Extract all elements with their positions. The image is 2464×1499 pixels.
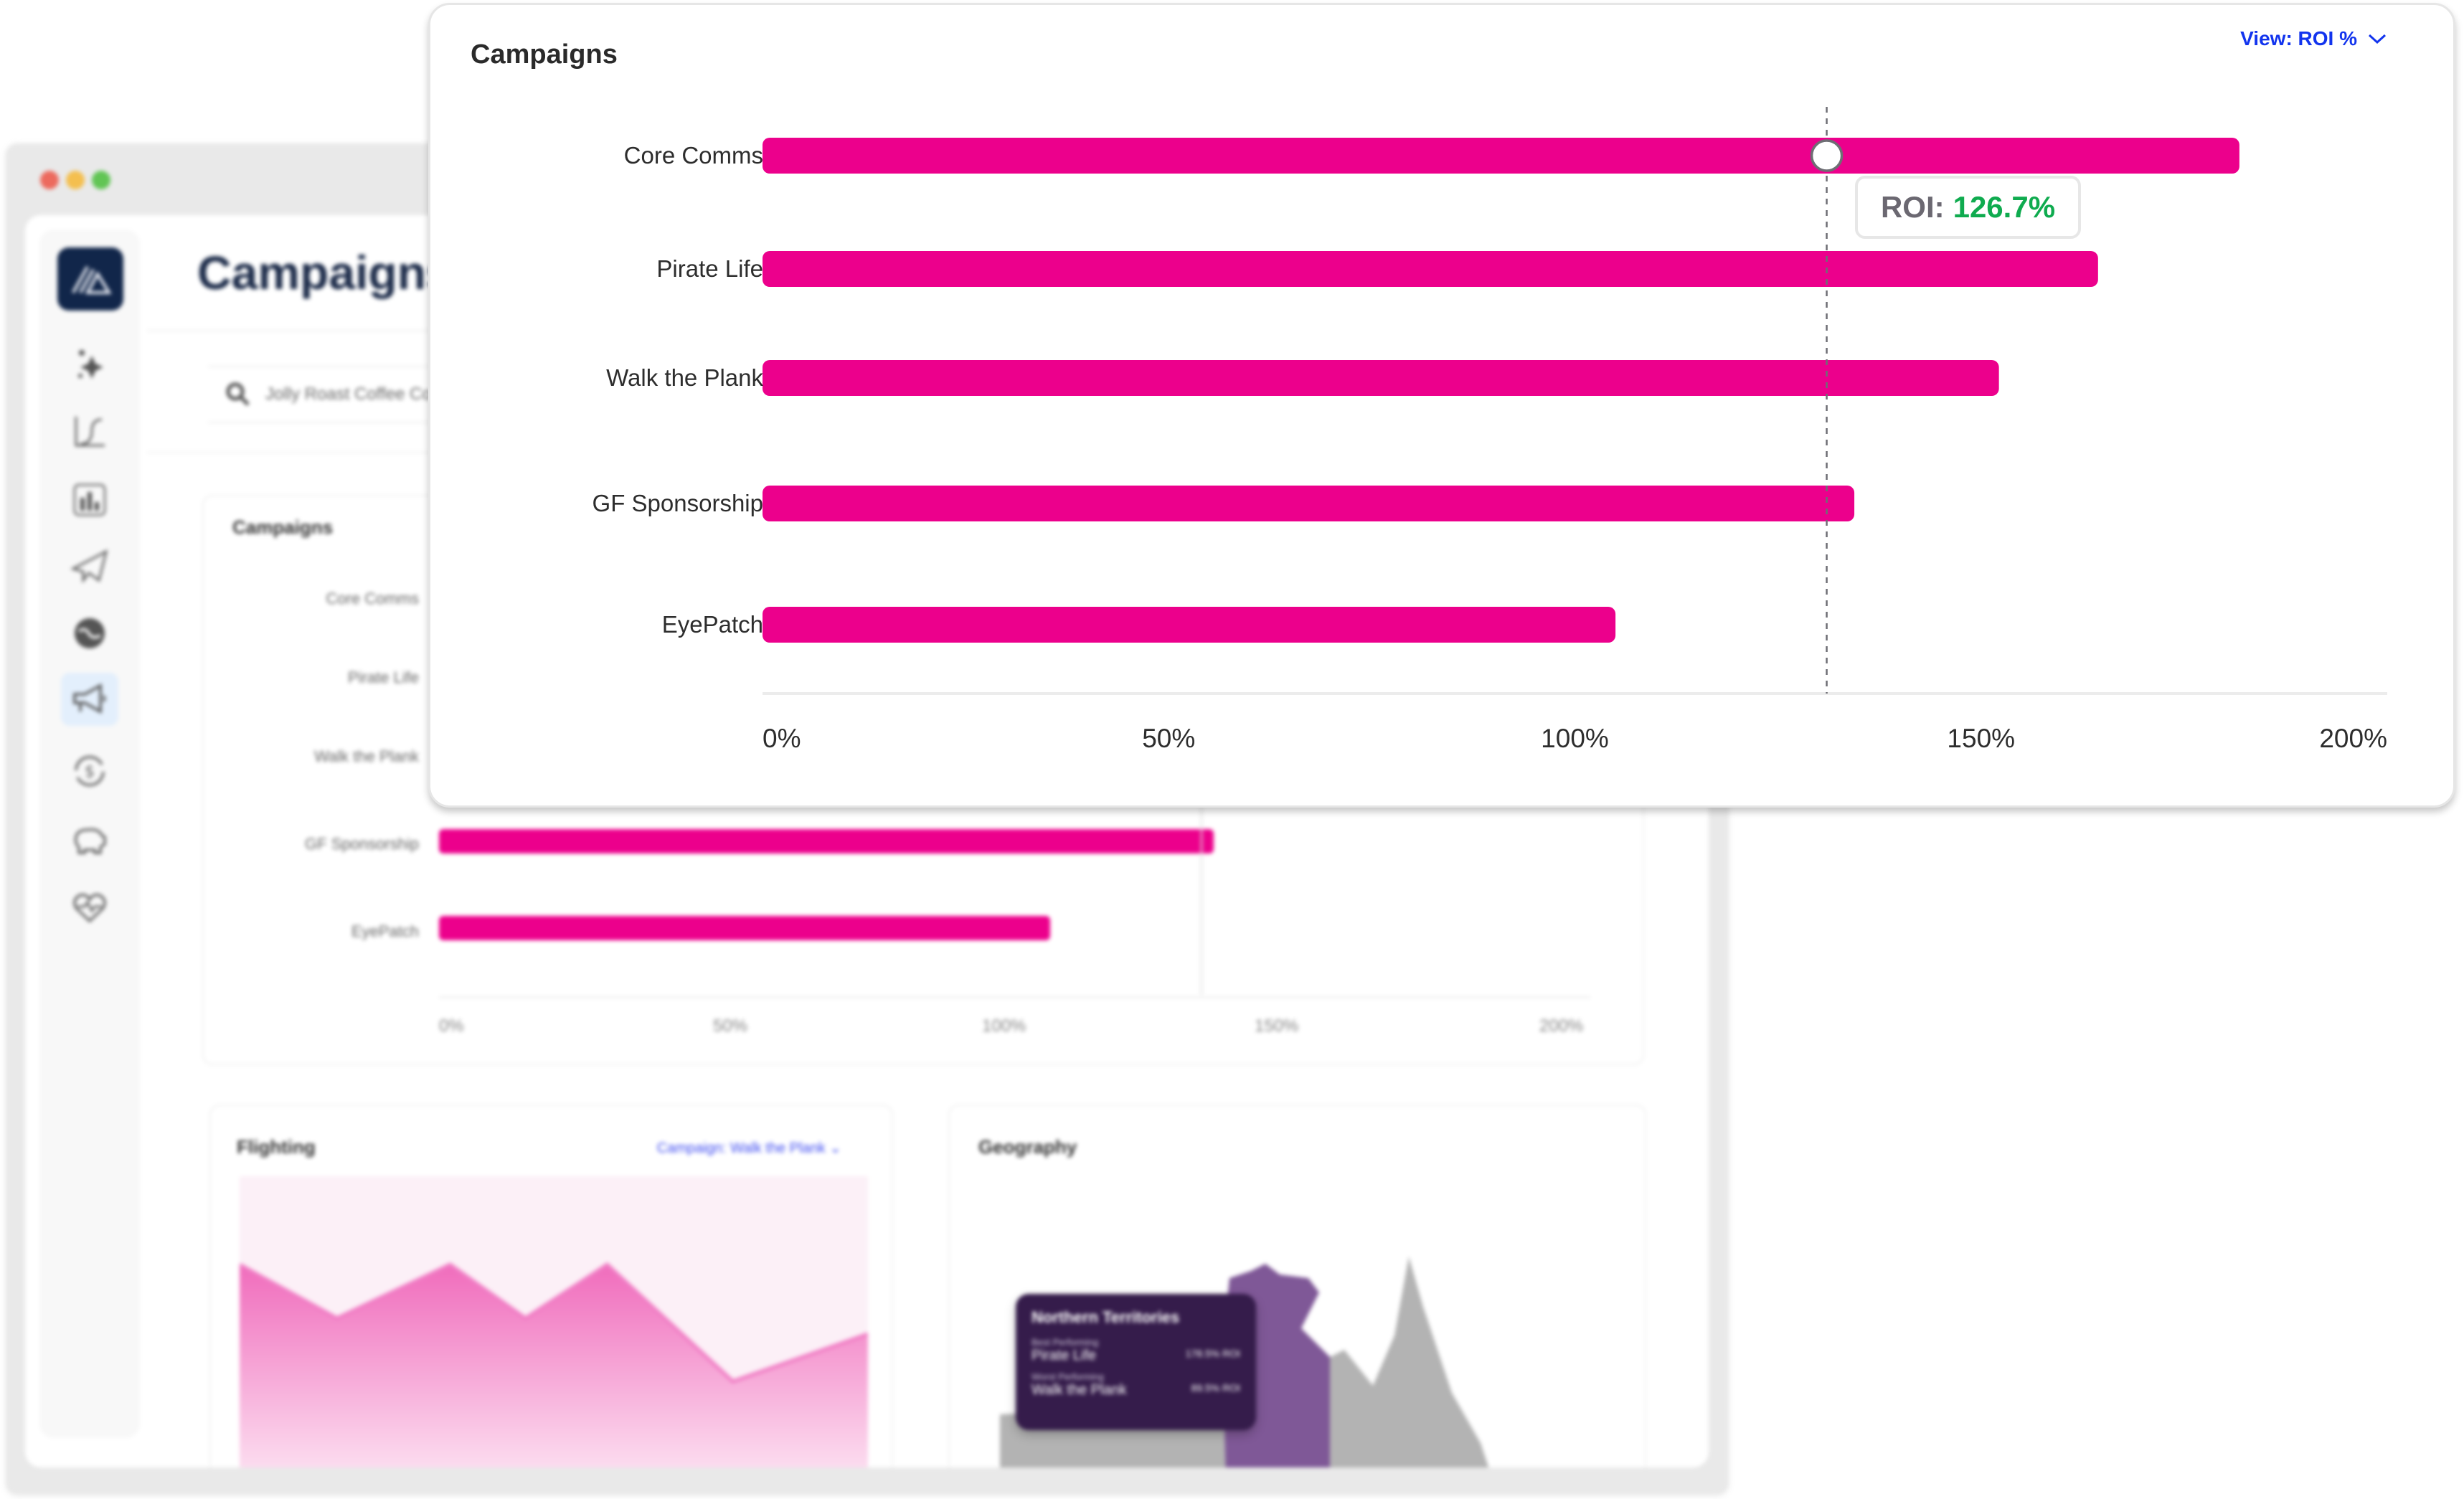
bar-label: Pirate Life (347, 668, 419, 686)
search-value: Jolly Roast Coffee Co (265, 384, 432, 404)
view-dropdown[interactable]: View: ROI % (2240, 27, 2387, 50)
dollar-cycle-icon: $ (75, 755, 105, 787)
window-maximize-button[interactable] (92, 171, 110, 189)
sidebar: $ (39, 230, 140, 1438)
worst-campaign: Walk the Plank (1032, 1382, 1127, 1398)
tick-label: 200% (1539, 1016, 1584, 1036)
tick-label: 0% (439, 1016, 464, 1036)
area-line (240, 1262, 868, 1384)
category-label: EyePatch (661, 611, 763, 638)
bar-core-comms[interactable] (763, 138, 2239, 174)
area-fill (240, 1264, 868, 1467)
worst-label: Worst Performing (1032, 1371, 1104, 1382)
line-chart-icon (75, 417, 105, 447)
campaigns-bar-chart (763, 107, 2387, 695)
tick-label: 200% (2319, 724, 2387, 753)
sidebar-item-savings[interactable] (61, 814, 118, 867)
card-title: Geography (978, 1136, 1077, 1158)
card-title: Campaigns (471, 39, 618, 70)
globe-icon (75, 618, 105, 648)
sidebar-item-campaigns[interactable] (61, 673, 118, 726)
best-label: Best Performing (1032, 1337, 1099, 1348)
worst-value: 89.5% ROI (1191, 1382, 1240, 1394)
tick-label: 50% (1142, 724, 1196, 753)
tick-label: 100% (1541, 724, 1609, 753)
app-logo[interactable] (57, 247, 123, 311)
best-campaign: Pirate Life (1032, 1348, 1097, 1363)
category-label: GF Sponsorship (592, 490, 763, 516)
bar-chart-icon (73, 483, 106, 516)
page-title: Campaigns (197, 246, 453, 299)
sidebar-item-spend[interactable]: $ (61, 744, 118, 798)
tooltip-key: ROI: (1880, 190, 1945, 224)
bar-walk-the-plank[interactable] (763, 360, 1999, 396)
bar-gf-sponsorship[interactable] (763, 486, 1855, 521)
heart-pulse-icon (73, 893, 106, 923)
bar-eyepatch[interactable] (763, 607, 1616, 643)
sidebar-item-health[interactable] (61, 881, 118, 934)
view-dropdown-label: View: ROI % (2240, 27, 2357, 49)
best-value: 178.5% ROI (1185, 1348, 1240, 1359)
bar-label: Core Comms (326, 590, 419, 607)
tooltip-value: 126.7% (1953, 190, 2056, 224)
window-close-button[interactable] (40, 171, 59, 189)
bar-label: GF Sponsorship (305, 835, 419, 853)
chevron-down-icon (2368, 34, 2387, 44)
bar[interactable] (439, 916, 1050, 940)
region-name: Northern Territories (1032, 1308, 1180, 1326)
card-title: Flighting (237, 1136, 316, 1158)
campaign-dropdown[interactable]: Campaign: Walk the Plank ⌄ (657, 1139, 841, 1157)
bar-label: EyePatch (351, 922, 419, 940)
sparkles-icon (78, 350, 103, 379)
bar-pirate-life[interactable] (763, 251, 2098, 287)
paper-plane-icon (70, 549, 108, 584)
flighting-area-chart (240, 1176, 868, 1467)
category-label: Pirate Life (656, 255, 763, 282)
sidebar-item-insights[interactable] (61, 337, 118, 390)
window-minimize-button[interactable] (66, 171, 85, 189)
map-region-qld[interactable] (1330, 1257, 1516, 1467)
search-icon (226, 382, 250, 406)
piggy-bank-icon (74, 828, 106, 854)
chevron-down-icon: ⌄ (829, 1140, 841, 1156)
roi-tooltip: ROI: 126.7% (1855, 176, 2081, 239)
tick-label: 0% (763, 724, 801, 753)
sidebar-item-send[interactable] (61, 540, 118, 593)
category-label: Core Comms (623, 142, 763, 169)
card-title: Campaigns (232, 516, 334, 538)
sidebar-item-reports[interactable] (61, 473, 118, 526)
tick-label: 100% (982, 1016, 1026, 1036)
megaphone-icon (73, 684, 106, 714)
sidebar-item-geography[interactable] (61, 607, 118, 660)
svg-text:$: $ (85, 763, 95, 781)
geography-card: Geography Northern Territories Best Perf… (948, 1105, 1646, 1467)
bar-label: Walk the Plank (314, 747, 419, 765)
campaign-dropdown-label: Campaign: Walk the Plank (656, 1140, 826, 1156)
campaigns-chart-card: Campaigns View: ROI % Core Comms Pirate L… (428, 3, 2455, 808)
hover-marker[interactable] (1810, 139, 1844, 172)
tick-label: 50% (713, 1016, 748, 1036)
category-label: Walk the Plank (606, 364, 763, 391)
tick-label: 150% (1947, 724, 2016, 753)
hover-line (1201, 769, 1202, 995)
flighting-card: Flighting Campaign: Walk the Plank ⌄ (209, 1105, 893, 1467)
bar[interactable] (439, 829, 1214, 853)
logo-icon (72, 266, 112, 294)
sidebar-item-trends[interactable] (61, 405, 118, 458)
x-axis-line (439, 996, 1590, 998)
tick-label: 150% (1255, 1016, 1299, 1036)
region-tooltip: Northern Territories Best Performing Pir… (1016, 1294, 1256, 1430)
